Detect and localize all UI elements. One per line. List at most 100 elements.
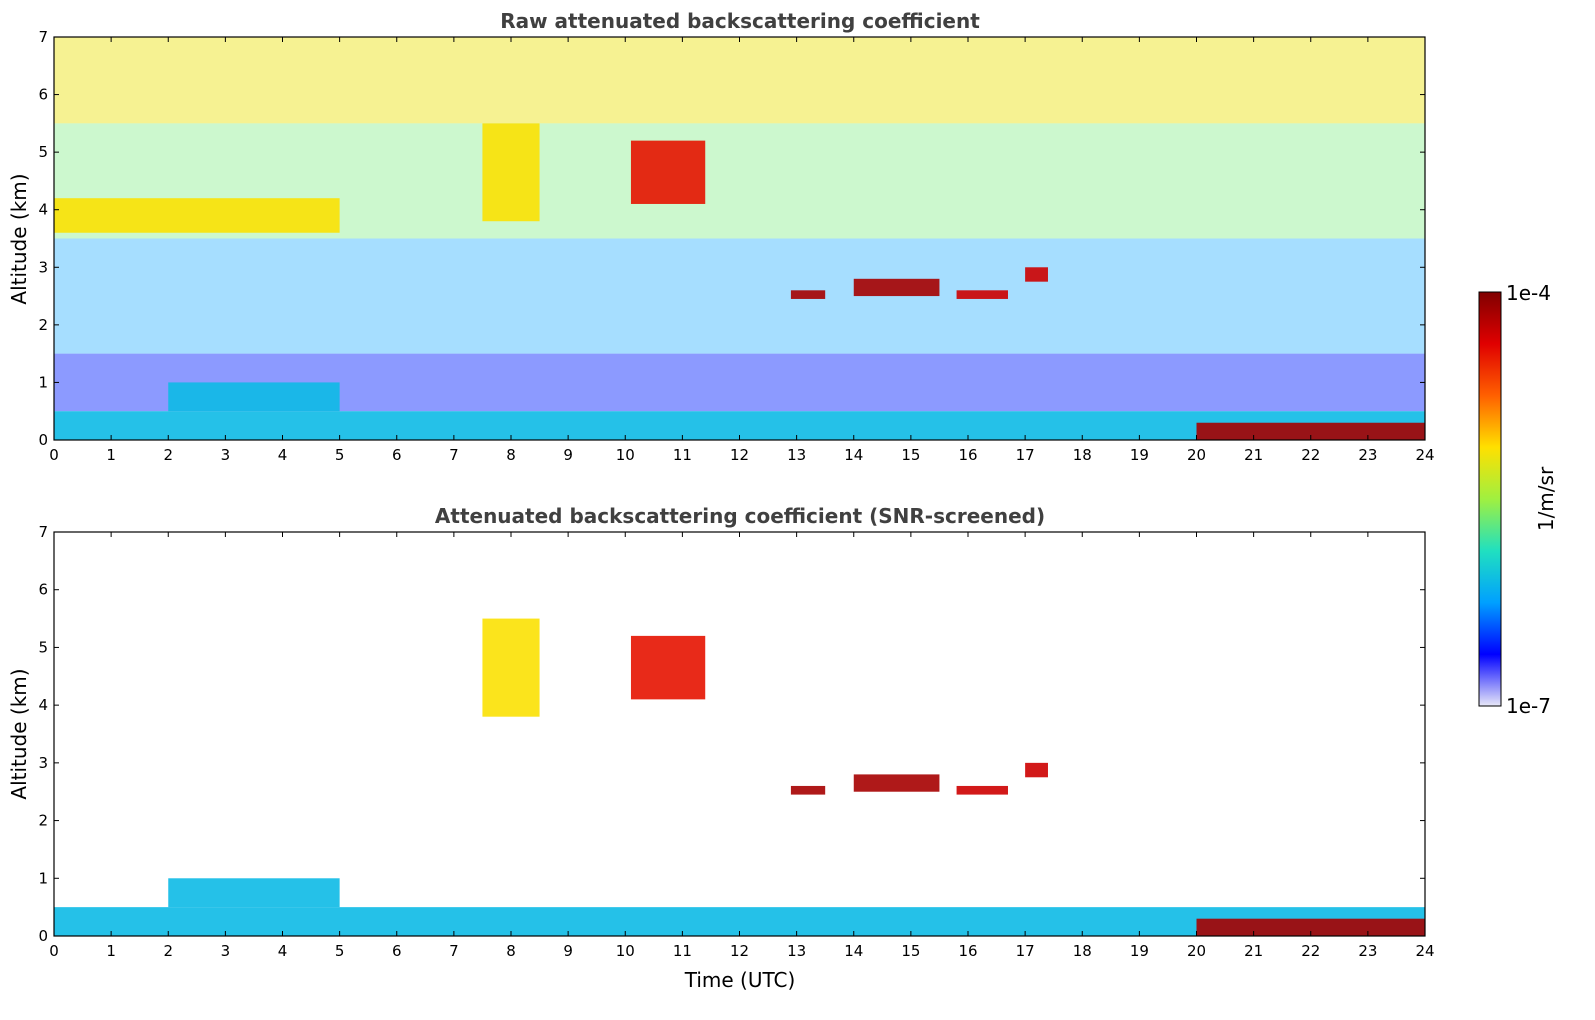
x-tick-label: 6 xyxy=(392,942,402,960)
x-tick-label: 13 xyxy=(787,942,806,960)
feature-aerosol-layer xyxy=(482,123,540,222)
x-tick-label: 6 xyxy=(392,446,402,464)
y-tick-label: 4 xyxy=(38,696,48,714)
x-tick-label: 21 xyxy=(1244,446,1263,464)
x-tick-label: 5 xyxy=(335,942,345,960)
feature-aerosol-residual-layer xyxy=(168,878,340,908)
feature-cloud xyxy=(1025,267,1048,282)
x-tick-label: 9 xyxy=(563,446,573,464)
feature-cloud xyxy=(853,774,940,792)
y-tick-label: 3 xyxy=(38,754,48,772)
x-tick-label: 20 xyxy=(1187,942,1206,960)
x-tick-label: 12 xyxy=(730,446,749,464)
y-tick-label: 0 xyxy=(38,431,48,449)
y-tick-label: 2 xyxy=(38,812,48,830)
feature-cloud xyxy=(956,785,1008,795)
chart-title: Raw attenuated backscattering coefficien… xyxy=(500,9,980,33)
y-axis-ticks: 0 1 2 3 4 5 6 7 xyxy=(38,28,1425,449)
y-tick-label: 7 xyxy=(38,28,48,46)
heatmap-area xyxy=(54,37,1425,440)
feature-cloud xyxy=(956,290,1008,299)
x-tick-label: 13 xyxy=(787,446,806,464)
x-tick-label: 5 xyxy=(335,446,345,464)
x-tick-label: 9 xyxy=(563,942,573,960)
x-tick-label: 7 xyxy=(449,942,459,960)
feature-cirrus-streak xyxy=(630,140,706,204)
x-tick-label: 18 xyxy=(1073,446,1092,464)
noise-band xyxy=(54,37,1425,124)
feature-cloud xyxy=(853,278,940,297)
x-tick-label: 14 xyxy=(844,446,863,464)
x-tick-label: 15 xyxy=(901,942,920,960)
y-tick-label: 6 xyxy=(38,86,48,104)
y-tick-label: 5 xyxy=(38,143,48,161)
colorbar: 1e-4 1e-7 1/m/sr xyxy=(1478,281,1558,718)
x-tick-label: 20 xyxy=(1187,446,1206,464)
x-tick-label: 4 xyxy=(278,446,288,464)
feature-aerosol-residual-layer xyxy=(168,382,340,412)
x-tick-label: 0 xyxy=(49,446,59,464)
chart-title: Attenuated backscattering coefficient (S… xyxy=(435,504,1045,528)
x-axis-ticks: 0 1 2 3 4 5 6 7 8 9 10 11 12 13 14 15 16 17 18 19 20 21 22 23 24 xyxy=(49,532,1435,960)
x-tick-label: 16 xyxy=(958,446,977,464)
y-tick-label: 7 xyxy=(38,523,48,541)
x-tick-label: 8 xyxy=(506,942,516,960)
x-tick-label: 1 xyxy=(106,446,116,464)
x-tick-label: 23 xyxy=(1358,942,1377,960)
colorbar-gradient xyxy=(1478,291,1502,707)
x-tick-label: 22 xyxy=(1301,446,1320,464)
y-tick-label: 0 xyxy=(38,927,48,945)
x-tick-label: 12 xyxy=(730,942,749,960)
x-tick-label: 14 xyxy=(844,942,863,960)
x-tick-label: 17 xyxy=(1016,446,1035,464)
x-tick-label: 17 xyxy=(1016,942,1035,960)
feature-cloud xyxy=(790,290,826,299)
colorbar-unit-label: 1/m/sr xyxy=(1534,466,1558,531)
x-tick-label: 7 xyxy=(449,446,459,464)
x-tick-label: 19 xyxy=(1130,942,1149,960)
snr-screened-panel: Attenuated backscattering coefficient (S… xyxy=(7,504,1435,992)
x-tick-label: 24 xyxy=(1415,446,1434,464)
y-tick-label: 2 xyxy=(38,316,48,334)
feature-cloud xyxy=(1025,762,1048,778)
feature-aerosol-layer xyxy=(54,198,340,233)
noise-band xyxy=(54,238,1425,354)
x-tick-label: 1 xyxy=(106,942,116,960)
x-tick-label: 2 xyxy=(163,942,173,960)
y-tick-label: 3 xyxy=(38,258,48,276)
raw-backscatter-panel: Raw attenuated backscattering coefficien… xyxy=(7,9,1435,464)
x-tick-label: 4 xyxy=(278,942,288,960)
y-axis-label: Altitude (km) xyxy=(7,668,31,799)
colorbar-min-label: 1e-7 xyxy=(1506,694,1551,718)
x-tick-label: 11 xyxy=(673,446,692,464)
x-tick-label: 3 xyxy=(221,942,231,960)
x-tick-label: 21 xyxy=(1244,942,1263,960)
x-tick-label: 23 xyxy=(1358,446,1377,464)
x-tick-label: 10 xyxy=(616,446,635,464)
x-tick-label: 10 xyxy=(616,942,635,960)
feature-cirrus-streak xyxy=(630,635,706,700)
colorbar-max-label: 1e-4 xyxy=(1506,281,1551,305)
heatmap-background xyxy=(54,532,1425,936)
feature-aerosol-layer xyxy=(482,618,540,717)
x-tick-label: 15 xyxy=(901,446,920,464)
x-tick-label: 0 xyxy=(49,942,59,960)
heatmap-area xyxy=(54,532,1425,936)
x-tick-label: 11 xyxy=(673,942,692,960)
feature-cloud xyxy=(790,785,826,795)
x-axis-label: Time (UTC) xyxy=(684,968,796,992)
x-tick-label: 8 xyxy=(506,446,516,464)
y-tick-label: 1 xyxy=(38,373,48,391)
x-tick-label: 19 xyxy=(1130,446,1149,464)
x-tick-label: 24 xyxy=(1415,942,1434,960)
x-axis-ticks: 0 1 2 3 4 5 6 7 8 9 10 11 12 13 14 15 16 17 18 19 20 21 22 23 24 xyxy=(49,37,1435,464)
y-axis-label: Altitude (km) xyxy=(7,173,31,304)
y-tick-label: 5 xyxy=(38,638,48,656)
x-tick-label: 2 xyxy=(163,446,173,464)
y-tick-label: 6 xyxy=(38,581,48,599)
x-tick-label: 22 xyxy=(1301,942,1320,960)
y-axis-ticks: 0 1 2 3 4 5 6 7 xyxy=(38,523,1425,945)
y-tick-label: 1 xyxy=(38,869,48,887)
x-tick-label: 3 xyxy=(221,446,231,464)
